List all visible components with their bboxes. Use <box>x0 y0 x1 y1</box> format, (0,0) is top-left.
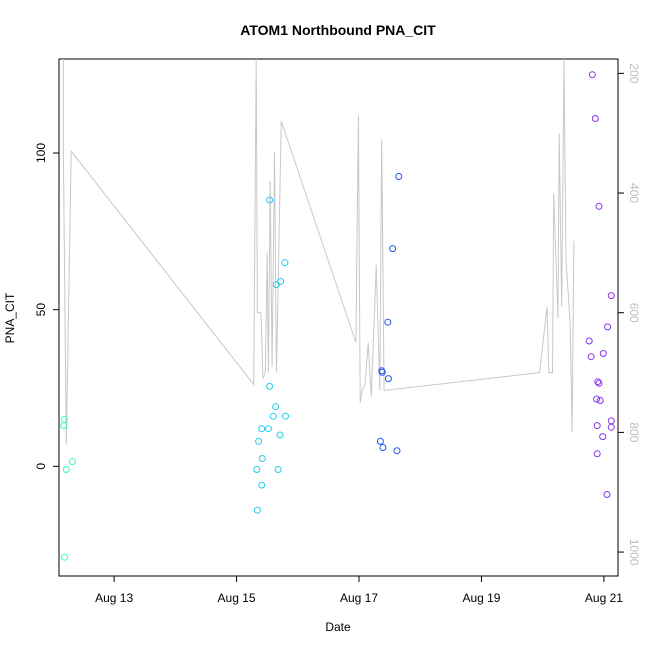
data-point <box>282 412 289 420</box>
data-point <box>379 444 387 451</box>
data-point <box>395 173 403 180</box>
data-point <box>594 378 602 386</box>
y2-tick-label: 1000 <box>627 539 641 566</box>
data-point <box>585 337 593 345</box>
data-point <box>253 506 261 514</box>
chart-title: ATOM1 Northbound PNA_CIT <box>240 22 436 38</box>
data-point <box>378 368 386 376</box>
data-point <box>593 422 601 430</box>
y-tick-label: 100 <box>34 143 48 163</box>
data-point <box>69 458 76 466</box>
data-point <box>596 397 604 404</box>
data-point <box>272 403 280 411</box>
y2-tick-label: 200 <box>627 63 641 83</box>
data-point <box>281 259 289 267</box>
data-point <box>587 353 595 361</box>
data-point <box>591 115 599 122</box>
data-point <box>384 318 392 326</box>
data-point <box>588 71 596 79</box>
y-tick-label: 50 <box>34 303 48 317</box>
data-point <box>593 395 601 403</box>
data-point <box>393 447 401 455</box>
data-point <box>599 433 607 441</box>
data-point <box>593 450 601 458</box>
y2-tick-label: 400 <box>627 183 641 203</box>
data-point <box>253 466 261 473</box>
data-point <box>607 292 615 300</box>
data-point <box>272 281 280 289</box>
data-point <box>62 466 70 473</box>
data-point <box>595 202 603 210</box>
data-point <box>266 196 274 204</box>
data-point <box>599 350 607 357</box>
data-point <box>258 481 266 489</box>
data-point <box>389 245 397 253</box>
data-point <box>258 455 266 462</box>
y2-tick-label: 800 <box>627 422 641 442</box>
y2-tick-label: 600 <box>627 303 641 323</box>
data-point <box>264 425 272 433</box>
secondary-series-line <box>62 58 575 445</box>
y-tick-label: 0 <box>34 463 48 470</box>
data-point <box>595 379 603 387</box>
x-tick-label: Aug 17 <box>340 591 378 605</box>
x-axis-label: Date <box>325 620 351 634</box>
y-axis-label: PNA_CIT <box>3 292 17 343</box>
data-point <box>61 553 68 561</box>
data-point <box>603 491 611 498</box>
data-point <box>269 412 277 420</box>
data-point <box>60 422 68 430</box>
x-tick-label: Aug 15 <box>218 591 256 605</box>
data-point <box>607 417 615 425</box>
x-tick-label: Aug 13 <box>95 591 133 605</box>
data-point <box>274 466 282 473</box>
data-point <box>607 423 615 431</box>
data-point <box>384 375 392 383</box>
x-tick-label: Aug 21 <box>585 591 623 605</box>
data-point <box>258 425 266 433</box>
data-point <box>255 437 263 445</box>
plot-frame <box>58 58 619 577</box>
x-tick-label: Aug 19 <box>462 591 500 605</box>
data-point <box>376 437 384 445</box>
data-point <box>266 382 274 390</box>
data-point <box>604 323 612 331</box>
data-point <box>276 431 284 439</box>
